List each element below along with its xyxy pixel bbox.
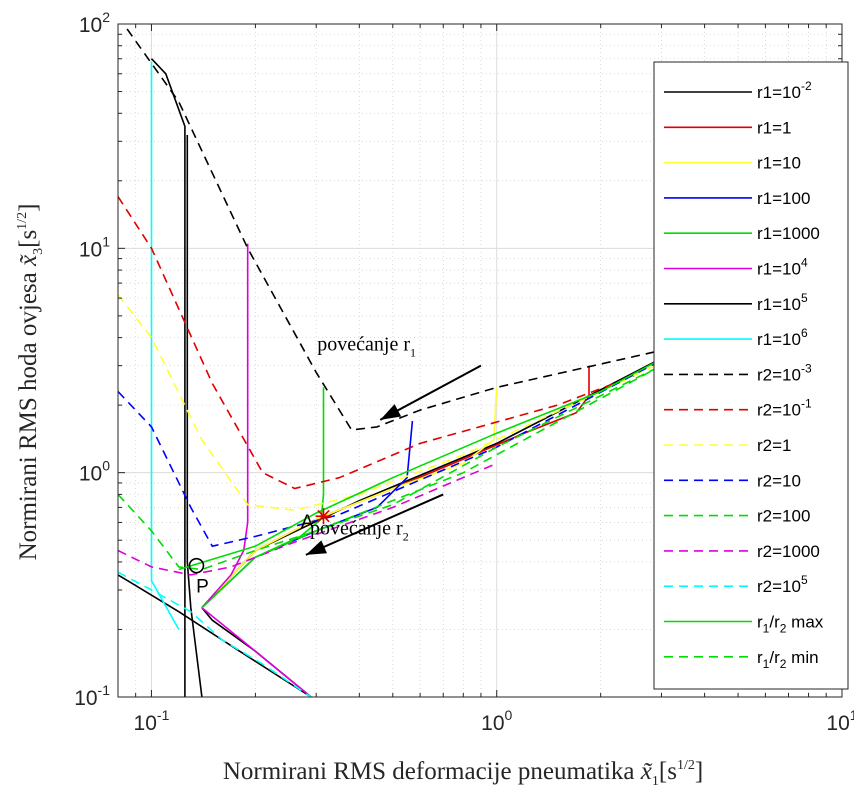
arrow-r2-head <box>305 540 327 555</box>
annotation-r2: povećanje r2 <box>310 518 409 544</box>
y-tick-label: 10-1 <box>74 682 110 710</box>
annotation-r1: povećanje r1 <box>317 334 416 360</box>
point-P-marker <box>188 557 205 574</box>
legend-label-2: r1=10 <box>757 154 801 173</box>
x-tick-label: 10-1 <box>134 707 170 735</box>
series-line-16 <box>201 364 662 609</box>
series-line-0 <box>150 58 186 697</box>
x-tick-label: 101 <box>826 707 854 735</box>
legend-label-1: r1=1 <box>757 118 792 137</box>
point-A-marker <box>315 508 332 525</box>
x-tick-label: 100 <box>481 707 512 735</box>
envelope-line-3 <box>201 607 312 698</box>
series-line-14 <box>117 571 312 698</box>
legend-label-7: r1=106 <box>757 326 808 349</box>
envelope-line-0 <box>117 574 312 698</box>
legend-label-8: r2=10-3 <box>757 361 812 384</box>
arrow-r2-shaft <box>305 493 444 556</box>
legend-label-13: r2=1000 <box>757 542 820 561</box>
series-line-11 <box>117 347 685 548</box>
series-line-2 <box>201 387 498 609</box>
legend-label-10: r2=1 <box>757 436 792 455</box>
legend-label-14: r2=105 <box>757 573 808 596</box>
series-line-6 <box>186 135 203 698</box>
annotations: povećanje r1 povećanje r2A P <box>188 334 482 598</box>
series-line-15 <box>178 345 685 571</box>
series-line-10 <box>117 294 662 512</box>
legend-label-3: r1=100 <box>757 189 810 208</box>
legend-label-15: r1/r2 max <box>757 613 824 636</box>
point-P-label: P <box>196 577 209 598</box>
legend: r1=10-2 r1=1 r1=10 r1=100 r1=1000 r1=104 r1=10… <box>653 61 849 690</box>
legend-label-12: r2=100 <box>757 507 810 526</box>
ticks: 10-1 100 101 10-1 100 101 102 <box>74 9 854 735</box>
y-tick-label: 102 <box>79 9 110 37</box>
y-axis-title: Normirani RMS hoda ovjesa x̃3[s1/2] <box>15 204 46 561</box>
series-line-7 <box>150 61 180 630</box>
star-stroke <box>317 509 330 523</box>
legend-box <box>653 61 849 690</box>
point-A-label: A <box>301 512 314 533</box>
legend-label-11: r2=10 <box>757 471 801 490</box>
legend-label-4: r1=1000 <box>757 224 820 243</box>
legend-label-5: r1=104 <box>757 256 808 279</box>
y-tick-label: 101 <box>79 233 110 261</box>
series-layer <box>117 28 685 698</box>
legend-label-9: r2=10-1 <box>757 397 812 420</box>
series-line-9 <box>117 196 635 490</box>
arrow-r1-head <box>380 404 402 420</box>
series-line-8 <box>126 28 685 431</box>
legend-label-16: r1/r2 min <box>757 648 819 671</box>
series-line-13 <box>117 462 498 576</box>
legend-label-6: r1=105 <box>757 291 808 314</box>
y-tick-label: 100 <box>79 458 110 486</box>
legend-label-0: r1=10-2 <box>757 79 812 102</box>
x-axis-title: Normirani RMS deformacije pneumatika x̃1… <box>223 758 703 789</box>
